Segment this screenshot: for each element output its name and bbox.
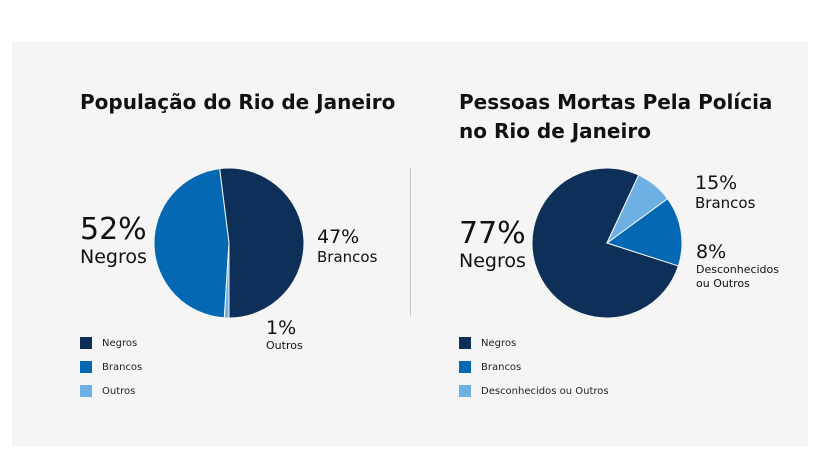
chart-2-title-line-2: no Rio de Janeiro — [459, 119, 651, 143]
chart-2-label-outros: 8% Desconhecidos ou Outros — [696, 241, 779, 291]
chart-1-label-brancos-name: Brancos — [317, 248, 378, 266]
chart-2-label-outros-name-line-1: Desconhecidos — [696, 263, 780, 276]
chart-1-legend-item-negros: Negros — [80, 331, 142, 355]
chart-2-legend: Negros Brancos Desconhecidos ou Outros — [459, 331, 609, 403]
chart-divider — [410, 168, 411, 316]
chart-1-legend-item-outros: Outros — [80, 379, 142, 403]
chart-1-legend: Negros Brancos Outros — [80, 331, 142, 403]
legend-swatch-brancos — [80, 361, 92, 373]
chart-1-pie-slice-negros — [219, 167, 305, 319]
chart-2-legend-item-negros: Negros — [459, 331, 609, 355]
legend-swatch-outros — [80, 385, 92, 397]
chart-1-label-negros-pct: 52% — [80, 212, 147, 247]
chart-1-label-outros-pct: 1% — [266, 317, 297, 339]
chart-1-pie-slice-outros — [223, 242, 230, 319]
chart-2-title: Pessoas Mortas Pela Polícia no Rio de Ja… — [459, 88, 772, 146]
chart-1-label-outros: 1% Outros — [266, 317, 303, 353]
legend-swatch-negros — [80, 337, 92, 349]
chart-2-label-brancos-name: Brancos — [695, 194, 756, 212]
chart-2-pie-slice-negros — [531, 167, 680, 319]
chart-2-label-outros-pct: 8% — [696, 241, 727, 263]
legend-swatch-negros — [459, 337, 471, 349]
chart-1-pie — [153, 167, 305, 319]
legend-label: Brancos — [102, 361, 143, 373]
chart-2-title-line-1: Pessoas Mortas Pela Polícia — [459, 90, 773, 114]
chart-2-label-negros-name: Negros — [459, 250, 526, 272]
chart-2-label-brancos-pct: 15% — [695, 172, 738, 194]
legend-label: Negros — [481, 337, 517, 349]
chart-2-legend-item-outros: Desconhecidos ou Outros — [459, 379, 609, 403]
chart-2-pie-slice-outros — [606, 174, 669, 244]
chart-2-label-negros: 77% Negros — [459, 216, 526, 273]
legend-label: Brancos — [481, 361, 522, 373]
chart-1-label-brancos: 47% Brancos — [317, 226, 377, 266]
chart-1-label-outros-name: Outros — [266, 339, 303, 352]
chart-2-legend-item-brancos: Brancos — [459, 355, 609, 379]
chart-1-label-negros-name: Negros — [80, 246, 147, 268]
legend-swatch-brancos — [459, 361, 471, 373]
chart-1-label-negros: 52% Negros — [80, 212, 147, 269]
legend-label: Outros — [102, 385, 136, 397]
chart-1-pie-slice-brancos — [153, 168, 230, 319]
chart-2-label-outros-name-line-2: ou Outros — [696, 277, 750, 290]
chart-2-label-negros-pct: 77% — [459, 216, 526, 251]
legend-label: Desconhecidos ou Outros — [481, 385, 609, 397]
chart-2-label-brancos: 15% Brancos — [695, 172, 755, 212]
chart-1-legend-item-brancos: Brancos — [80, 355, 142, 379]
legend-swatch-outros — [459, 385, 471, 397]
chart-2-pie-slice-brancos — [605, 198, 683, 267]
chart-1-label-brancos-pct: 47% — [317, 226, 360, 248]
chart-1-title-line-1: População do Rio de Janeiro — [80, 90, 396, 114]
chart-2-pie — [531, 167, 683, 319]
legend-label: Negros — [102, 337, 138, 349]
chart-1-title: População do Rio de Janeiro — [80, 88, 395, 117]
